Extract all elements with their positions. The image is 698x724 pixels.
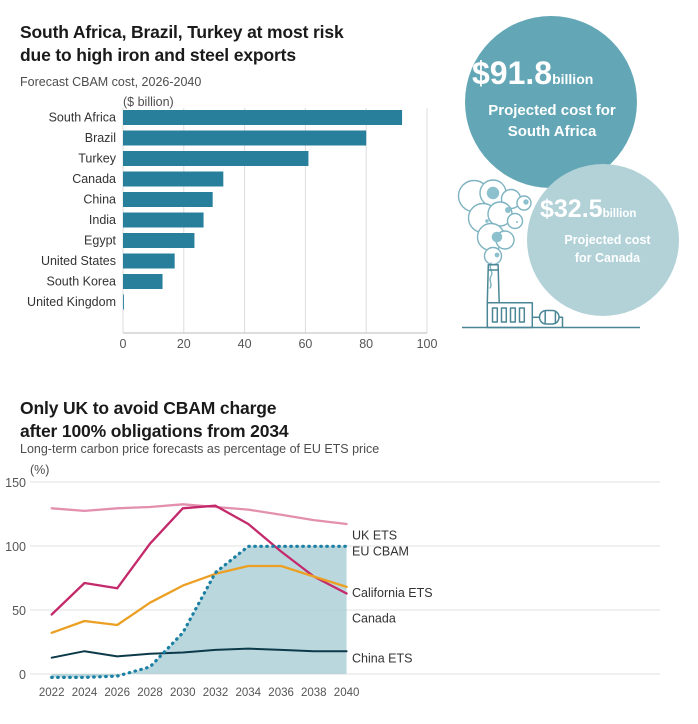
svg-text:California ETS: California ETS — [352, 586, 433, 600]
svg-text:2028: 2028 — [137, 687, 163, 699]
svg-text:2032: 2032 — [203, 687, 229, 699]
svg-text:2038: 2038 — [301, 687, 327, 699]
svg-text:Canada: Canada — [352, 612, 396, 626]
svg-text:2034: 2034 — [236, 687, 262, 699]
svg-text:2040: 2040 — [334, 687, 360, 699]
svg-text:100: 100 — [5, 540, 26, 554]
svg-text:2026: 2026 — [104, 687, 130, 699]
svg-text:EU CBAM: EU CBAM — [352, 545, 409, 559]
svg-text:0: 0 — [19, 668, 26, 682]
svg-text:2036: 2036 — [268, 687, 294, 699]
svg-text:50: 50 — [12, 604, 26, 618]
svg-text:2030: 2030 — [170, 687, 196, 699]
svg-text:UK ETS: UK ETS — [352, 529, 397, 543]
svg-text:2022: 2022 — [39, 687, 65, 699]
svg-text:China ETS: China ETS — [352, 652, 412, 666]
svg-text:2024: 2024 — [72, 687, 98, 699]
svg-text:150: 150 — [5, 476, 26, 490]
